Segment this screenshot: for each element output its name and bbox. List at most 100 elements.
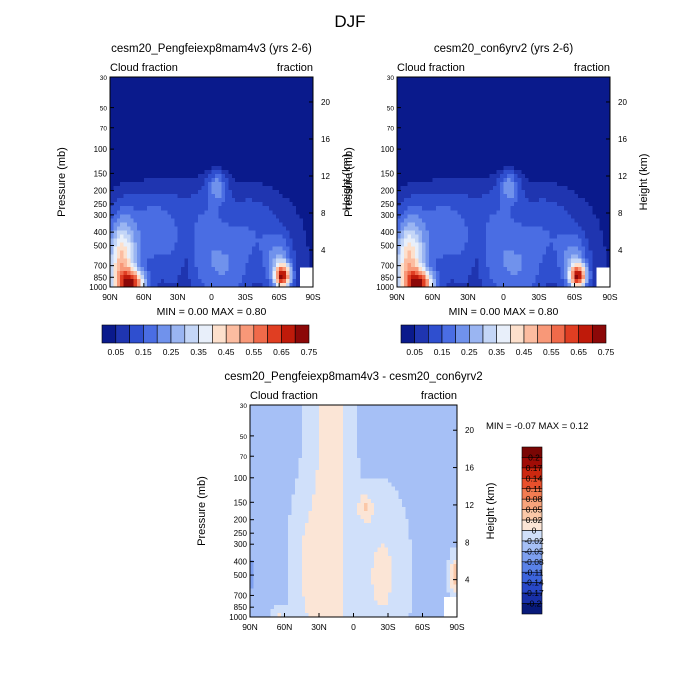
heatmap-cell [191,218,196,223]
heatmap-cell [133,226,138,232]
heatmap-cell [208,190,213,195]
heatmap-cell [289,250,294,256]
heatmap-cell [258,105,263,110]
heatmap-cell [592,97,597,102]
heatmap-cell [187,165,192,171]
heatmap-cell [133,121,138,127]
heatmap-cell [252,165,257,171]
heatmap-cell [235,85,240,90]
heatmap-cell [214,93,219,98]
heatmap-cell [407,190,412,195]
heatmap-cell [164,145,169,151]
heatmap-cell [588,129,593,135]
heatmap-cell [160,182,165,187]
heatmap-cell [296,230,301,236]
heatmap-cell [238,81,243,86]
heatmap-cell [421,157,426,163]
heatmap-cell [592,121,597,127]
heatmap-cell [208,97,213,102]
heatmap-cell [289,93,294,98]
heatmap-cell [123,165,128,171]
heatmap-cell [214,258,219,264]
heatmap-cell [549,165,554,171]
heatmap-cell [606,169,611,175]
heatmap-cell [191,210,196,215]
heatmap-cell [201,250,206,256]
heatmap-cell [113,121,118,127]
heatmap-cell [113,194,118,199]
heatmap-cell [302,182,307,187]
heatmap-cell [262,222,267,228]
heatmap-cell [272,274,277,280]
heatmap-cell [279,149,284,155]
heatmap-cell [126,218,131,223]
heatmap-cell [421,149,426,155]
heatmap-cell [542,129,547,135]
heatmap-cell [411,173,416,179]
heatmap-cell [574,165,579,171]
heatmap-cell [553,190,558,195]
heatmap-cell [252,250,257,256]
heatmap-cell [160,81,165,86]
heatmap-cell [170,258,175,264]
heatmap-cell [539,161,544,167]
heatmap-cell [414,125,419,131]
heatmap-cell [262,161,267,167]
heatmap-cell [153,113,158,118]
heatmap-cell [194,210,199,215]
heatmap-cell [503,145,508,151]
heatmap-cell [113,186,118,191]
heatmap-cell [414,173,419,179]
heatmap-cell [164,242,169,248]
heatmap-cell [432,129,437,135]
heatmap-cell [279,137,284,143]
heatmap-cell [570,190,576,195]
heatmap-cell [599,182,604,187]
heatmap-cell [110,210,114,215]
heatmap-cell [443,186,448,191]
heatmap-cell [197,238,202,244]
heatmap-cell [542,145,547,151]
heatmap-cell [194,105,199,110]
heatmap-cell [258,274,263,280]
heatmap-cell [602,194,608,199]
heatmap-cell [197,169,202,175]
heatmap-cell [181,230,186,236]
heatmap-cell [137,101,142,106]
heatmap-cell [489,169,494,175]
heatmap-cell [289,246,294,252]
heatmap-cell [542,186,547,191]
heatmap-cell [269,202,273,207]
heatmap-cell [592,93,597,98]
heatmap-cell [489,113,494,118]
heatmap-cell [275,161,280,167]
heatmap-cell [539,145,544,151]
heatmap-cell [120,222,125,228]
heatmap-cell [214,274,219,280]
heatmap-cell [123,250,128,256]
heatmap-cell [292,194,297,199]
heatmap-cell [478,173,483,179]
heatmap-cell [187,101,192,106]
heatmap-cell [464,93,469,98]
heatmap-cell [170,121,175,127]
heatmap-cell [507,117,512,123]
heatmap-cell [599,173,604,179]
heatmap-cell [252,117,257,123]
heatmap-cell [404,137,409,143]
heatmap-cell [531,113,537,118]
heatmap-cell [542,133,547,139]
heatmap-cell [228,105,233,110]
heatmap-cell [153,230,158,236]
heatmap-cell [496,77,501,82]
heatmap-cell [167,182,172,187]
heatmap-cell [160,157,165,163]
heatmap-cell [265,182,270,187]
heatmap-cell [238,242,243,248]
heatmap-cell [496,93,501,98]
heatmap-cell [585,141,590,147]
heatmap-cell [252,226,257,232]
heatmap-cell [153,262,158,268]
heatmap-cell [184,133,189,139]
heatmap-cell [258,153,263,159]
